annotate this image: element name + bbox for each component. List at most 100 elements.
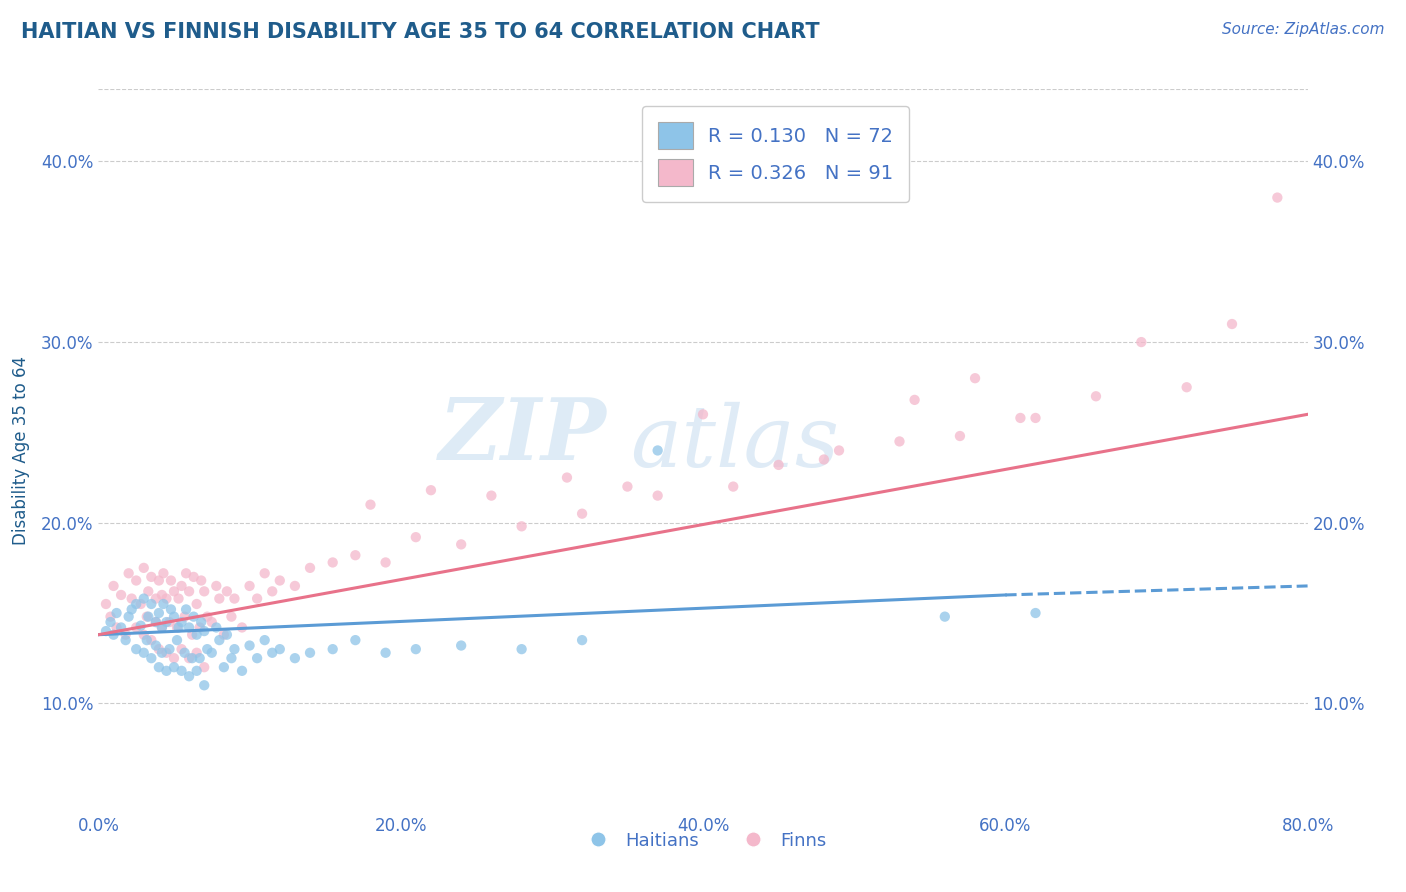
Point bbox=[167, 591, 190, 606]
Point bbox=[155, 615, 177, 629]
Point bbox=[647, 443, 669, 458]
Point bbox=[159, 615, 181, 629]
Point bbox=[105, 620, 128, 634]
Point bbox=[181, 651, 204, 665]
Point bbox=[904, 392, 927, 407]
Point bbox=[173, 609, 195, 624]
Point bbox=[450, 537, 472, 551]
Point bbox=[188, 651, 211, 665]
Point bbox=[155, 664, 177, 678]
Point bbox=[148, 642, 170, 657]
Point bbox=[125, 574, 148, 588]
Text: ZIP: ZIP bbox=[439, 394, 606, 478]
Point bbox=[205, 579, 228, 593]
Point bbox=[723, 480, 745, 494]
Point bbox=[571, 633, 593, 648]
Point bbox=[148, 574, 170, 588]
Point bbox=[145, 615, 167, 629]
Point bbox=[239, 639, 262, 653]
Point bbox=[284, 579, 307, 593]
Point bbox=[231, 620, 253, 634]
Point bbox=[647, 489, 669, 503]
Point bbox=[136, 609, 159, 624]
Point bbox=[253, 633, 276, 648]
Point bbox=[135, 633, 157, 648]
Point bbox=[1175, 380, 1198, 394]
Point bbox=[110, 620, 132, 634]
Point bbox=[179, 651, 201, 665]
Text: HAITIAN VS FINNISH DISABILITY AGE 35 TO 64 CORRELATION CHART: HAITIAN VS FINNISH DISABILITY AGE 35 TO … bbox=[21, 22, 820, 42]
Point bbox=[125, 642, 148, 657]
Point bbox=[1010, 411, 1032, 425]
Point bbox=[299, 561, 322, 575]
Point bbox=[405, 642, 427, 657]
Point bbox=[163, 584, 186, 599]
Point bbox=[132, 591, 155, 606]
Point bbox=[269, 574, 291, 588]
Y-axis label: Disability Age 35 to 64: Disability Age 35 to 64 bbox=[11, 356, 30, 545]
Point bbox=[141, 651, 163, 665]
Point bbox=[201, 615, 224, 629]
Point bbox=[262, 646, 284, 660]
Point bbox=[221, 651, 243, 665]
Point bbox=[692, 407, 714, 421]
Point bbox=[934, 609, 956, 624]
Point bbox=[1130, 335, 1153, 350]
Point bbox=[193, 678, 215, 692]
Point bbox=[193, 584, 215, 599]
Point bbox=[163, 660, 186, 674]
Point bbox=[114, 633, 136, 648]
Point bbox=[405, 530, 427, 544]
Point bbox=[205, 620, 228, 634]
Point bbox=[173, 646, 195, 660]
Point bbox=[129, 618, 152, 632]
Point bbox=[121, 602, 143, 616]
Point bbox=[889, 434, 911, 449]
Point bbox=[155, 591, 177, 606]
Point bbox=[224, 591, 246, 606]
Point bbox=[121, 591, 143, 606]
Point bbox=[170, 664, 193, 678]
Point bbox=[174, 602, 197, 616]
Point bbox=[221, 609, 243, 624]
Point bbox=[450, 639, 472, 653]
Point bbox=[284, 651, 307, 665]
Point bbox=[299, 646, 322, 660]
Point bbox=[231, 664, 253, 678]
Point bbox=[246, 591, 269, 606]
Point bbox=[193, 660, 215, 674]
Point bbox=[150, 620, 173, 634]
Point bbox=[360, 498, 382, 512]
Point bbox=[571, 507, 593, 521]
Point bbox=[344, 633, 367, 648]
Point bbox=[208, 633, 231, 648]
Point bbox=[768, 458, 790, 472]
Point bbox=[186, 628, 208, 642]
Point bbox=[212, 660, 235, 674]
Point bbox=[186, 646, 208, 660]
Point bbox=[179, 669, 201, 683]
Text: Source: ZipAtlas.com: Source: ZipAtlas.com bbox=[1222, 22, 1385, 37]
Point bbox=[170, 642, 193, 657]
Point bbox=[481, 489, 503, 503]
Point bbox=[170, 615, 193, 629]
Point bbox=[374, 646, 396, 660]
Point bbox=[510, 642, 533, 657]
Point bbox=[141, 633, 163, 648]
Point bbox=[215, 628, 238, 642]
Point bbox=[160, 574, 183, 588]
Point bbox=[118, 609, 141, 624]
Point bbox=[174, 566, 197, 581]
Point bbox=[195, 609, 218, 624]
Point bbox=[179, 584, 201, 599]
Point bbox=[1024, 411, 1046, 425]
Point bbox=[114, 628, 136, 642]
Point bbox=[1220, 317, 1243, 331]
Point bbox=[322, 556, 344, 570]
Point bbox=[183, 609, 205, 624]
Point bbox=[179, 620, 201, 634]
Point bbox=[100, 609, 122, 624]
Point bbox=[152, 597, 174, 611]
Point bbox=[105, 606, 128, 620]
Point bbox=[94, 597, 117, 611]
